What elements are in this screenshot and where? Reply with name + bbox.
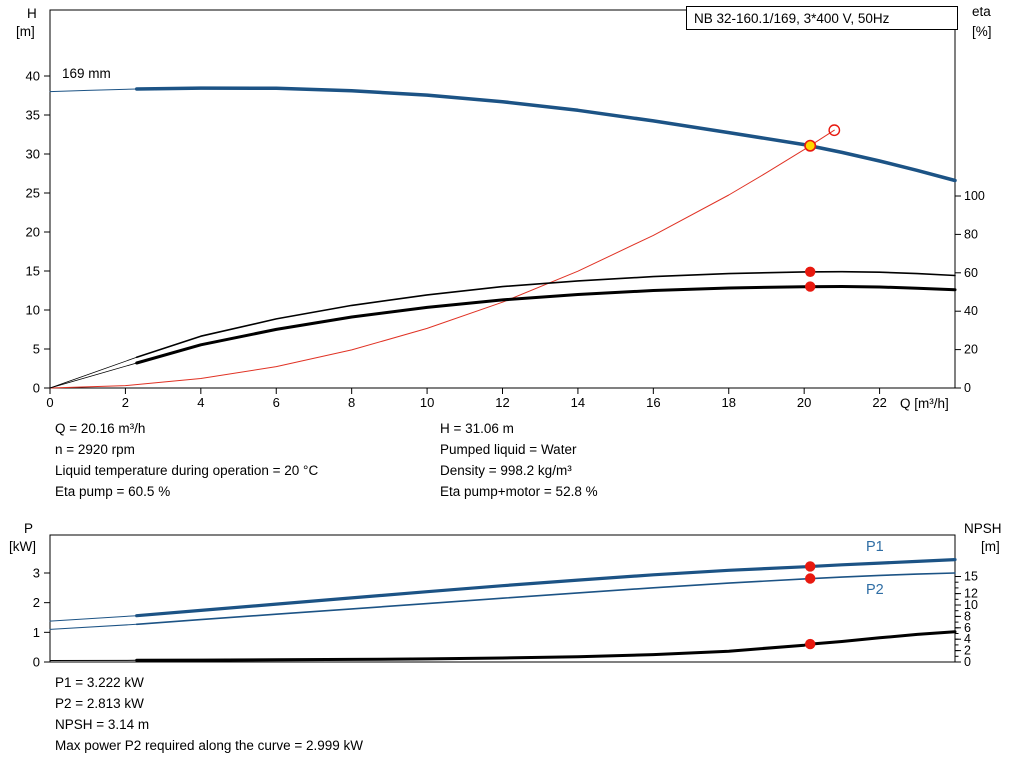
p1-leadin xyxy=(49,615,138,622)
power-axis-title: P xyxy=(24,521,34,536)
tick-label: 0 xyxy=(33,381,40,396)
eta-axis-title: eta xyxy=(972,4,991,19)
tick-label: 40 xyxy=(26,69,40,84)
tick-label: 14 xyxy=(571,395,585,410)
tick-label: 0 xyxy=(964,655,971,669)
info-max-power: Max power P2 required along the curve = … xyxy=(55,738,364,753)
info-p2: P2 = 2.813 kW xyxy=(55,696,144,711)
info-speed: n = 2920 rpm xyxy=(55,442,135,457)
info-p1: P1 = 3.222 kW xyxy=(55,675,144,690)
tick-label: 10 xyxy=(420,395,434,410)
info-npsh: NPSH = 3.14 m xyxy=(55,717,150,732)
tick-label: 20 xyxy=(797,395,811,410)
tick-label: 4 xyxy=(964,632,971,646)
tick-label: 6 xyxy=(273,395,280,410)
npsh-curve xyxy=(135,630,957,662)
eta-pump-motor-curve xyxy=(135,285,957,365)
duty-info-column-2: H = 31.06 m Pumped liquid = Water Densit… xyxy=(440,421,598,505)
duty-point-eta-pump-motor xyxy=(805,281,816,292)
power-axis-unit: [kW] xyxy=(9,539,36,554)
p1-curve xyxy=(135,557,957,618)
info-flow: Q = 20.16 m³/h xyxy=(55,421,146,436)
tick-label: 0 xyxy=(46,395,53,410)
duty-point-p2 xyxy=(805,573,816,584)
tick-label: 15 xyxy=(964,570,978,584)
tick-label: 80 xyxy=(964,227,978,241)
tick-label: 8 xyxy=(348,395,355,410)
tick-label: 100 xyxy=(964,189,985,203)
duty-point-npsh xyxy=(805,638,816,650)
p2-curve-label: P2 xyxy=(866,582,884,598)
p1-curve-label: P1 xyxy=(866,539,884,555)
impeller-size-label: 169 mm xyxy=(62,66,111,81)
tick-label: 16 xyxy=(646,395,660,410)
tick-label: 60 xyxy=(964,266,978,280)
tick-label: 25 xyxy=(26,186,40,201)
head-axis-title: H xyxy=(27,6,37,21)
tick-label: 12 xyxy=(964,587,978,601)
eta-pump-motor-leadin xyxy=(49,362,138,389)
tick-label: 10 xyxy=(964,598,978,612)
tick-label: 2 xyxy=(964,644,971,658)
tick-label: 10 xyxy=(26,303,40,318)
head-curve-leadin xyxy=(49,88,138,93)
tick-label: 35 xyxy=(26,108,40,123)
hq-eta-chart-frame xyxy=(49,9,956,389)
info-eta-pump: Eta pump = 60.5 % xyxy=(55,484,171,499)
tick-label: 6 xyxy=(964,621,971,635)
tick-label: 2 xyxy=(122,395,129,410)
tick-label: 0 xyxy=(964,381,971,395)
system-curve xyxy=(49,129,835,389)
eta-pump-leadin xyxy=(49,356,138,389)
duty-point-p1 xyxy=(805,561,816,572)
head-axis-unit: [m] xyxy=(16,24,35,39)
tick-label: 18 xyxy=(722,395,736,410)
tick-label: 20 xyxy=(26,225,40,240)
tick-label: 20 xyxy=(964,343,978,357)
npsh-axis-unit: [m] xyxy=(981,539,1000,554)
duty-info-column-1: Q = 20.16 m³/h n = 2920 rpm Liquid tempe… xyxy=(55,421,318,505)
tick-label: 8 xyxy=(964,609,971,623)
flow-axis-title: Q [m³/h] xyxy=(900,396,949,411)
p2-curve xyxy=(135,572,956,626)
tick-label: 4 xyxy=(197,395,204,410)
tick-label: 0 xyxy=(33,655,40,670)
eta-axis-unit: [%] xyxy=(972,24,992,39)
head-curve xyxy=(134,86,957,183)
info-eta-pump-motor: Eta pump+motor = 52.8 % xyxy=(440,484,598,499)
tick-label: 3 xyxy=(33,565,40,580)
tick-label: 30 xyxy=(26,147,40,162)
tick-label: 2 xyxy=(33,595,40,610)
duty-point-eta-pump xyxy=(805,266,816,277)
eta-pump-curve xyxy=(135,270,956,359)
tick-label: 40 xyxy=(964,304,978,318)
tick-label: 22 xyxy=(872,395,886,410)
system-curve-end-marker xyxy=(828,124,841,137)
info-head: H = 31.06 m xyxy=(440,421,514,436)
tick-label: 1 xyxy=(33,625,40,640)
power-npsh-chart-frame xyxy=(49,534,956,663)
info-liquid: Pumped liquid = Water xyxy=(440,442,577,457)
tick-label: 5 xyxy=(33,342,40,357)
npsh-axis-title: NPSH xyxy=(964,521,1002,536)
p2-leadin xyxy=(49,623,138,630)
hq-eta-chart: 0 5 10 15 20 25 30 35 40 0 20 40 60 80 100 0 2 4 6 8 10 12 14 1… xyxy=(26,9,985,410)
tick-label: 12 xyxy=(495,395,509,410)
power-info-block: P1 = 3.222 kW P2 = 2.813 kW NPSH = 3.14 … xyxy=(55,675,363,759)
duty-point-head[interactable] xyxy=(804,139,817,152)
tick-label: 15 xyxy=(26,264,40,279)
pump-title-box: NB 32-160.1/169, 3*400 V, 50Hz xyxy=(686,6,958,30)
info-temperature: Liquid temperature during operation = 20… xyxy=(55,463,319,478)
info-density: Density = 998.2 kg/m³ xyxy=(440,463,572,478)
